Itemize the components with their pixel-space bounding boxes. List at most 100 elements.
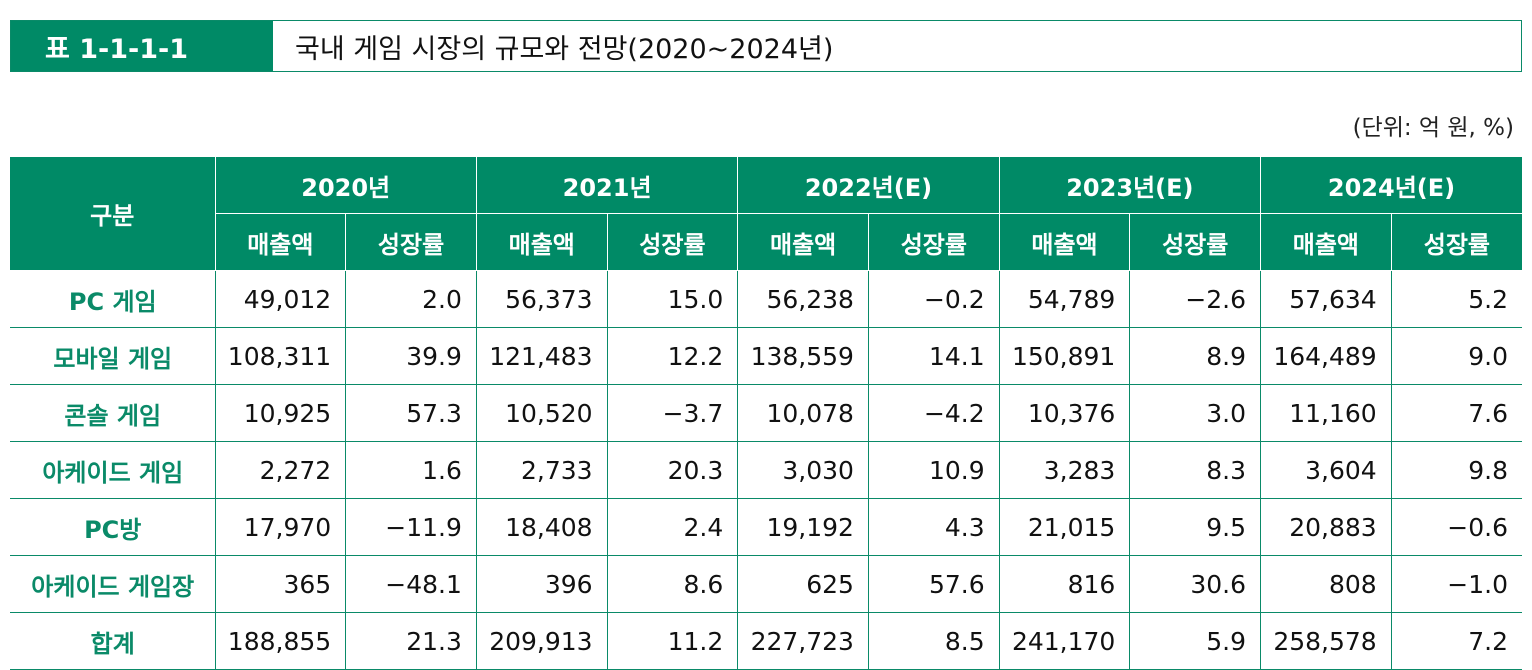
growth-cell: 57.3 <box>345 384 477 442</box>
row-label: 콘솔 게임 <box>10 384 215 442</box>
growth-cell: 9.5 <box>1129 498 1261 556</box>
header-revenue: 매출액 <box>1260 213 1392 271</box>
growth-cell: −3.7 <box>606 384 738 442</box>
table-row: 콘솔 게임 10,925 57.3 10,520 −3.7 10,078 −4.2 10,37… <box>10 384 1522 442</box>
growth-cell: 12.2 <box>606 327 738 385</box>
growth-cell: 3.0 <box>1129 384 1261 442</box>
row-label: 아케이드 게임 <box>10 441 215 499</box>
row-label: 아케이드 게임장 <box>10 555 215 613</box>
revenue-cell: 625 <box>737 555 869 613</box>
header-revenue: 매출액 <box>737 213 869 271</box>
growth-cell: 7.2 <box>1390 612 1522 670</box>
revenue-cell: 56,238 <box>737 270 869 328</box>
growth-cell: 20.3 <box>606 441 738 499</box>
revenue-cell: 396 <box>475 555 608 613</box>
row-label: PC 게임 <box>10 270 215 328</box>
table-row: 아케이드 게임 2,272 1.6 2,733 20.3 3,030 10.9 3,283 8.… <box>10 441 1522 499</box>
growth-cell: 4.3 <box>867 498 1000 556</box>
revenue-cell: 56,373 <box>475 270 608 328</box>
revenue-cell: 21,015 <box>998 498 1130 556</box>
revenue-cell: 258,578 <box>1260 612 1392 670</box>
revenue-cell: 2,272 <box>214 441 346 499</box>
growth-cell: 8.9 <box>1129 327 1261 385</box>
game-market-table: 구분 2020년 2021년 2022년(E) 2023년(E) 2024년(E) 매출액 성… <box>10 157 1522 670</box>
header-growth: 성장률 <box>606 213 739 271</box>
revenue-cell: 209,913 <box>475 612 608 670</box>
growth-cell: 9.0 <box>1390 327 1522 385</box>
table-row: PC방 17,970 −11.9 18,408 2.4 19,192 4.3 21,015 9.… <box>10 498 1522 556</box>
table-title-bar: 표 1-1-1-1 국내 게임 시장의 규모와 전망(2020~2024년) <box>10 20 1522 72</box>
growth-cell: 8.3 <box>1129 441 1261 499</box>
growth-cell: −11.9 <box>345 498 477 556</box>
header-year: 2023년(E) <box>998 157 1262 214</box>
header-growth: 성장률 <box>345 213 477 271</box>
revenue-cell: 10,925 <box>214 384 346 442</box>
revenue-cell: 365 <box>214 555 346 613</box>
growth-cell: 2.4 <box>606 498 738 556</box>
growth-cell: 57.6 <box>867 555 1000 613</box>
table-number: 표 1-1-1-1 <box>11 21 273 71</box>
growth-cell: 7.6 <box>1390 384 1522 442</box>
revenue-cell: 2,733 <box>475 441 608 499</box>
row-label: 모바일 게임 <box>10 327 215 385</box>
revenue-cell: 241,170 <box>998 612 1130 670</box>
revenue-cell: 121,483 <box>475 327 608 385</box>
growth-cell: −0.6 <box>1390 498 1522 556</box>
unit-note: (단위: 억 원, %) <box>1352 115 1514 141</box>
growth-cell: −4.2 <box>867 384 1000 442</box>
growth-cell: 8.5 <box>867 612 1000 670</box>
growth-cell: 8.6 <box>606 555 738 613</box>
header-year: 2022년(E) <box>737 157 1000 214</box>
table-row: 합계 188,855 21.3 209,913 11.2 227,723 8.5 241,17… <box>10 612 1522 670</box>
growth-cell: 10.9 <box>867 441 1000 499</box>
growth-cell: 9.8 <box>1390 441 1522 499</box>
growth-cell: −2.6 <box>1129 270 1261 328</box>
revenue-cell: 227,723 <box>737 612 869 670</box>
growth-cell: 2.0 <box>345 270 477 328</box>
growth-cell: 5.9 <box>1129 612 1261 670</box>
growth-cell: 14.1 <box>867 327 1000 385</box>
revenue-cell: 150,891 <box>998 327 1130 385</box>
growth-cell: −1.0 <box>1390 555 1522 613</box>
growth-cell: 11.2 <box>606 612 738 670</box>
revenue-cell: 3,030 <box>737 441 869 499</box>
revenue-cell: 11,160 <box>1260 384 1392 442</box>
header-revenue: 매출액 <box>214 213 347 271</box>
revenue-cell: 10,078 <box>737 384 869 442</box>
growth-cell: 15.0 <box>606 270 738 328</box>
revenue-cell: 49,012 <box>214 270 346 328</box>
revenue-cell: 19,192 <box>737 498 869 556</box>
revenue-cell: 108,311 <box>214 327 346 385</box>
revenue-cell: 138,559 <box>737 327 869 385</box>
revenue-cell: 10,520 <box>475 384 608 442</box>
growth-cell: 5.2 <box>1390 270 1522 328</box>
row-label: 합계 <box>10 612 215 670</box>
header-growth: 성장률 <box>867 213 1000 271</box>
header-year: 2024년(E) <box>1260 157 1522 214</box>
growth-cell: −0.2 <box>867 270 1000 328</box>
growth-cell: 21.3 <box>345 612 477 670</box>
growth-cell: 39.9 <box>345 327 477 385</box>
row-label: PC방 <box>10 498 215 556</box>
growth-cell: 30.6 <box>1129 555 1261 613</box>
revenue-cell: 57,634 <box>1260 270 1392 328</box>
header-category: 구분 <box>10 157 216 271</box>
header-revenue: 매출액 <box>475 213 608 271</box>
revenue-cell: 20,883 <box>1260 498 1392 556</box>
header-growth: 성장률 <box>1129 213 1262 271</box>
revenue-cell: 188,855 <box>214 612 346 670</box>
header-year: 2021년 <box>475 157 739 214</box>
revenue-cell: 808 <box>1260 555 1392 613</box>
revenue-cell: 816 <box>998 555 1130 613</box>
header-year: 2020년 <box>214 157 477 214</box>
revenue-cell: 3,283 <box>998 441 1130 499</box>
table-row: PC 게임 49,012 2.0 56,373 15.0 56,238 −0.2 54,789… <box>10 270 1522 328</box>
revenue-cell: 10,376 <box>998 384 1130 442</box>
revenue-cell: 17,970 <box>214 498 346 556</box>
revenue-cell: 54,789 <box>998 270 1130 328</box>
table-row: 모바일 게임 108,311 39.9 121,483 12.2 138,559 14.1 1… <box>10 327 1522 385</box>
header-revenue: 매출액 <box>998 213 1131 271</box>
revenue-cell: 3,604 <box>1260 441 1392 499</box>
revenue-cell: 18,408 <box>475 498 608 556</box>
revenue-cell: 164,489 <box>1260 327 1392 385</box>
